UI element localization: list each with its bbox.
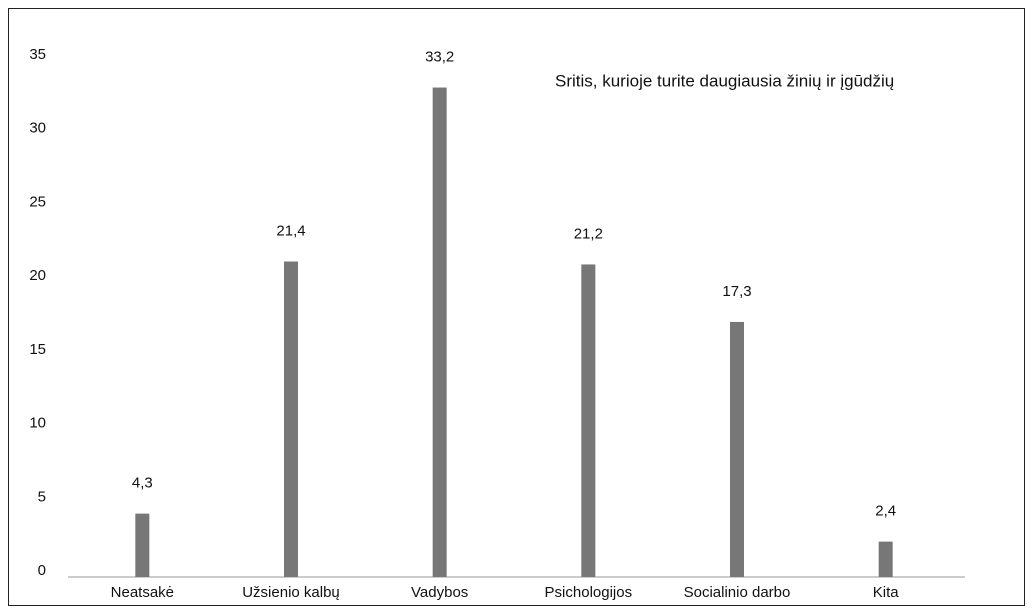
x-tick-label: Kita: [873, 584, 900, 601]
bar: [878, 541, 893, 577]
data-label: 2,4: [875, 503, 896, 520]
x-tick-label: Socialinio darbo: [684, 584, 791, 601]
data-label: 33,2: [425, 49, 454, 66]
y-tick-label: 10: [29, 415, 46, 432]
y-tick-label: 20: [29, 267, 46, 284]
bar: [730, 321, 744, 577]
bar: [284, 261, 298, 577]
y-tick-label: 35: [29, 46, 46, 63]
x-tick-label: Užsienio kalbų: [242, 584, 340, 601]
bar: [581, 264, 596, 577]
y-tick-label: 25: [29, 193, 46, 210]
y-tick-label: 30: [29, 120, 46, 137]
chart-title: Sritis, kurioje turite daugiausia žinių …: [555, 71, 894, 90]
x-tick-label: Vadybos: [411, 584, 468, 601]
y-tick-label: 5: [38, 488, 46, 505]
bar: [432, 87, 447, 577]
x-tick-label: Psichologijos: [545, 584, 633, 601]
data-label: 4,3: [132, 475, 153, 492]
data-label: 17,3: [722, 283, 751, 300]
data-label: 21,2: [574, 225, 603, 242]
chart-frame: [8, 8, 1025, 606]
y-tick-label: 0: [38, 562, 46, 579]
y-tick-label: 15: [29, 341, 46, 358]
x-tick-label: Neatsakė: [111, 584, 174, 601]
data-label: 21,4: [276, 222, 305, 239]
bar: [135, 513, 150, 577]
